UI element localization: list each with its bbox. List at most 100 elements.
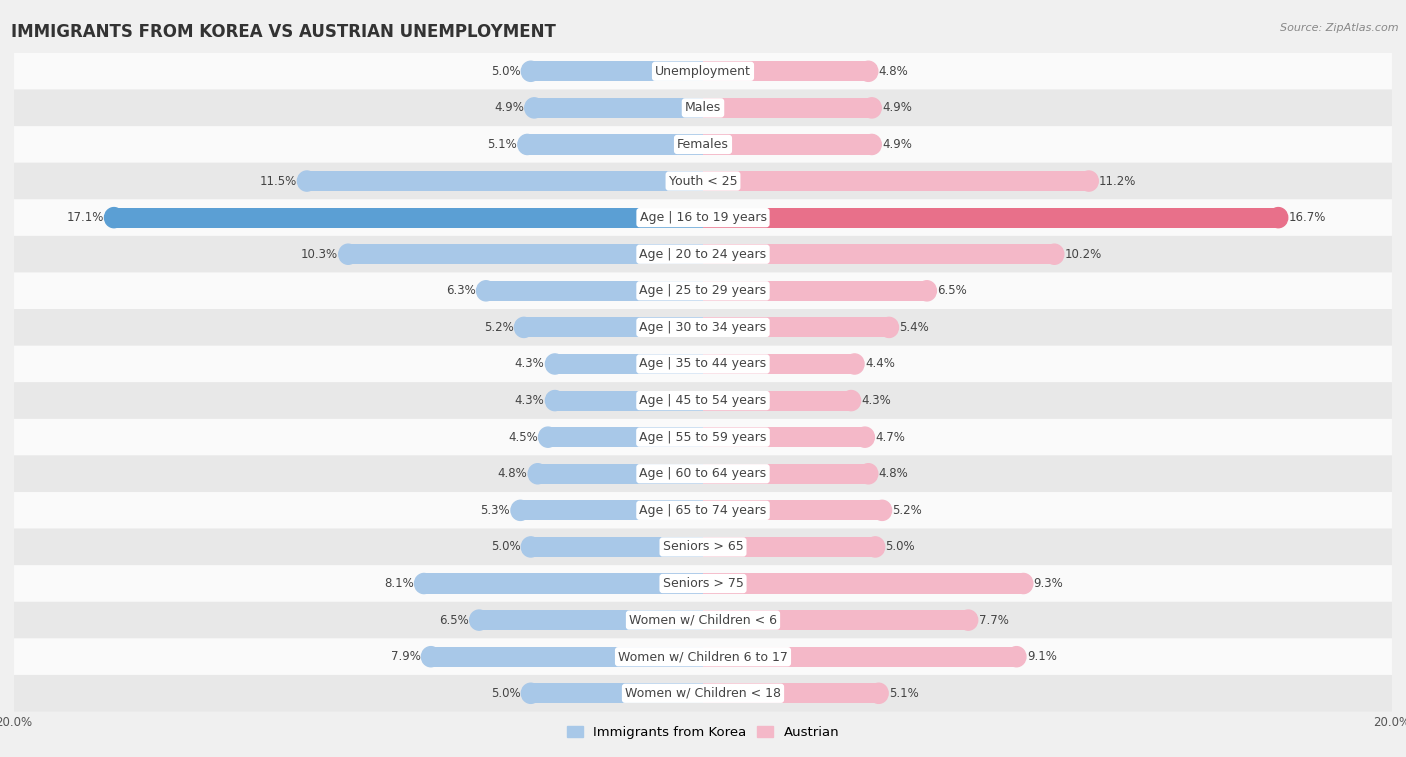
Text: 10.3%: 10.3% bbox=[301, 248, 337, 260]
Circle shape bbox=[873, 500, 891, 520]
Text: 6.5%: 6.5% bbox=[439, 614, 468, 627]
Circle shape bbox=[522, 537, 540, 557]
FancyBboxPatch shape bbox=[14, 602, 1392, 638]
Circle shape bbox=[1007, 646, 1026, 667]
Text: Age | 35 to 44 years: Age | 35 to 44 years bbox=[640, 357, 766, 370]
Bar bbox=[703, 61, 869, 81]
Bar bbox=[527, 135, 703, 154]
Bar bbox=[349, 245, 703, 264]
Circle shape bbox=[862, 135, 882, 154]
Bar bbox=[703, 500, 882, 520]
FancyBboxPatch shape bbox=[14, 199, 1392, 236]
Circle shape bbox=[470, 610, 488, 630]
Bar bbox=[425, 574, 703, 593]
Text: 11.2%: 11.2% bbox=[1099, 175, 1136, 188]
Text: 9.3%: 9.3% bbox=[1033, 577, 1063, 590]
FancyBboxPatch shape bbox=[14, 273, 1392, 309]
Circle shape bbox=[1080, 171, 1098, 191]
Text: 5.0%: 5.0% bbox=[491, 540, 520, 553]
Text: Age | 55 to 59 years: Age | 55 to 59 years bbox=[640, 431, 766, 444]
Bar bbox=[307, 171, 703, 191]
Circle shape bbox=[859, 464, 877, 484]
Circle shape bbox=[959, 610, 977, 630]
Text: Age | 45 to 54 years: Age | 45 to 54 years bbox=[640, 394, 766, 407]
Text: Unemployment: Unemployment bbox=[655, 65, 751, 78]
Text: 4.4%: 4.4% bbox=[865, 357, 894, 370]
Bar bbox=[703, 574, 1024, 593]
Bar bbox=[555, 391, 703, 410]
Text: Women w/ Children 6 to 17: Women w/ Children 6 to 17 bbox=[619, 650, 787, 663]
Bar bbox=[703, 245, 1054, 264]
Text: 4.3%: 4.3% bbox=[862, 394, 891, 407]
FancyBboxPatch shape bbox=[14, 382, 1392, 419]
Bar bbox=[703, 171, 1088, 191]
FancyBboxPatch shape bbox=[14, 638, 1392, 675]
Text: 10.2%: 10.2% bbox=[1064, 248, 1102, 260]
Bar bbox=[548, 427, 703, 447]
Circle shape bbox=[845, 354, 865, 374]
Bar bbox=[486, 281, 703, 301]
Bar bbox=[703, 464, 869, 484]
Bar bbox=[703, 98, 872, 118]
Bar bbox=[479, 610, 703, 630]
Circle shape bbox=[515, 317, 533, 338]
Circle shape bbox=[538, 427, 557, 447]
Bar bbox=[703, 207, 1278, 228]
Circle shape bbox=[415, 574, 433, 593]
Circle shape bbox=[517, 135, 537, 154]
Text: 16.7%: 16.7% bbox=[1289, 211, 1326, 224]
Bar bbox=[114, 207, 703, 228]
Bar bbox=[531, 684, 703, 703]
Bar bbox=[703, 391, 851, 410]
Circle shape bbox=[862, 98, 882, 118]
Text: Age | 16 to 19 years: Age | 16 to 19 years bbox=[640, 211, 766, 224]
Circle shape bbox=[422, 646, 440, 667]
Bar bbox=[534, 98, 703, 118]
Text: Seniors > 65: Seniors > 65 bbox=[662, 540, 744, 553]
Text: 5.2%: 5.2% bbox=[893, 504, 922, 517]
Text: 7.7%: 7.7% bbox=[979, 614, 1008, 627]
Circle shape bbox=[546, 354, 564, 374]
Circle shape bbox=[104, 207, 124, 228]
Circle shape bbox=[918, 281, 936, 301]
Text: 5.1%: 5.1% bbox=[488, 138, 517, 151]
FancyBboxPatch shape bbox=[14, 456, 1392, 492]
Text: Women w/ Children < 6: Women w/ Children < 6 bbox=[628, 614, 778, 627]
FancyBboxPatch shape bbox=[14, 236, 1392, 273]
FancyBboxPatch shape bbox=[14, 565, 1392, 602]
Bar bbox=[703, 646, 1017, 667]
Circle shape bbox=[524, 98, 544, 118]
Text: 4.7%: 4.7% bbox=[875, 431, 905, 444]
Text: 9.1%: 9.1% bbox=[1026, 650, 1057, 663]
Bar bbox=[430, 646, 703, 667]
Text: 7.9%: 7.9% bbox=[391, 650, 420, 663]
Bar bbox=[555, 354, 703, 374]
Text: Age | 25 to 29 years: Age | 25 to 29 years bbox=[640, 285, 766, 298]
FancyBboxPatch shape bbox=[14, 419, 1392, 456]
Bar bbox=[703, 684, 879, 703]
Bar bbox=[703, 281, 927, 301]
Bar bbox=[537, 464, 703, 484]
Text: Males: Males bbox=[685, 101, 721, 114]
Circle shape bbox=[855, 427, 875, 447]
Circle shape bbox=[529, 464, 547, 484]
Text: Source: ZipAtlas.com: Source: ZipAtlas.com bbox=[1281, 23, 1399, 33]
Bar bbox=[524, 317, 703, 338]
Bar bbox=[703, 354, 855, 374]
Text: 5.0%: 5.0% bbox=[491, 65, 520, 78]
FancyBboxPatch shape bbox=[14, 492, 1392, 528]
FancyBboxPatch shape bbox=[14, 89, 1392, 126]
Circle shape bbox=[522, 684, 540, 703]
Text: Age | 30 to 34 years: Age | 30 to 34 years bbox=[640, 321, 766, 334]
FancyBboxPatch shape bbox=[14, 675, 1392, 712]
Circle shape bbox=[880, 317, 898, 338]
Circle shape bbox=[339, 245, 357, 264]
Text: 5.1%: 5.1% bbox=[889, 687, 918, 699]
Circle shape bbox=[842, 391, 860, 410]
Bar bbox=[531, 61, 703, 81]
Circle shape bbox=[546, 391, 564, 410]
Bar bbox=[703, 427, 865, 447]
Text: Age | 20 to 24 years: Age | 20 to 24 years bbox=[640, 248, 766, 260]
Text: 4.8%: 4.8% bbox=[498, 467, 527, 480]
Text: Seniors > 75: Seniors > 75 bbox=[662, 577, 744, 590]
